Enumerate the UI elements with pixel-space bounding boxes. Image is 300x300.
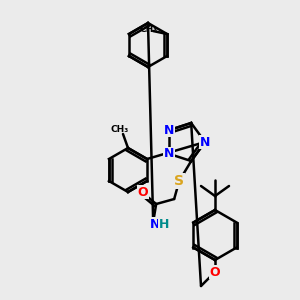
Text: N: N — [164, 124, 174, 137]
Text: O: O — [138, 185, 148, 199]
Text: H: H — [159, 218, 169, 230]
Text: O: O — [210, 266, 220, 278]
Text: S: S — [174, 174, 184, 188]
Text: N: N — [150, 218, 160, 230]
Text: CH₃: CH₃ — [140, 25, 158, 34]
Text: CH₃: CH₃ — [111, 125, 129, 134]
Text: N: N — [200, 136, 210, 148]
Text: N: N — [164, 147, 174, 160]
